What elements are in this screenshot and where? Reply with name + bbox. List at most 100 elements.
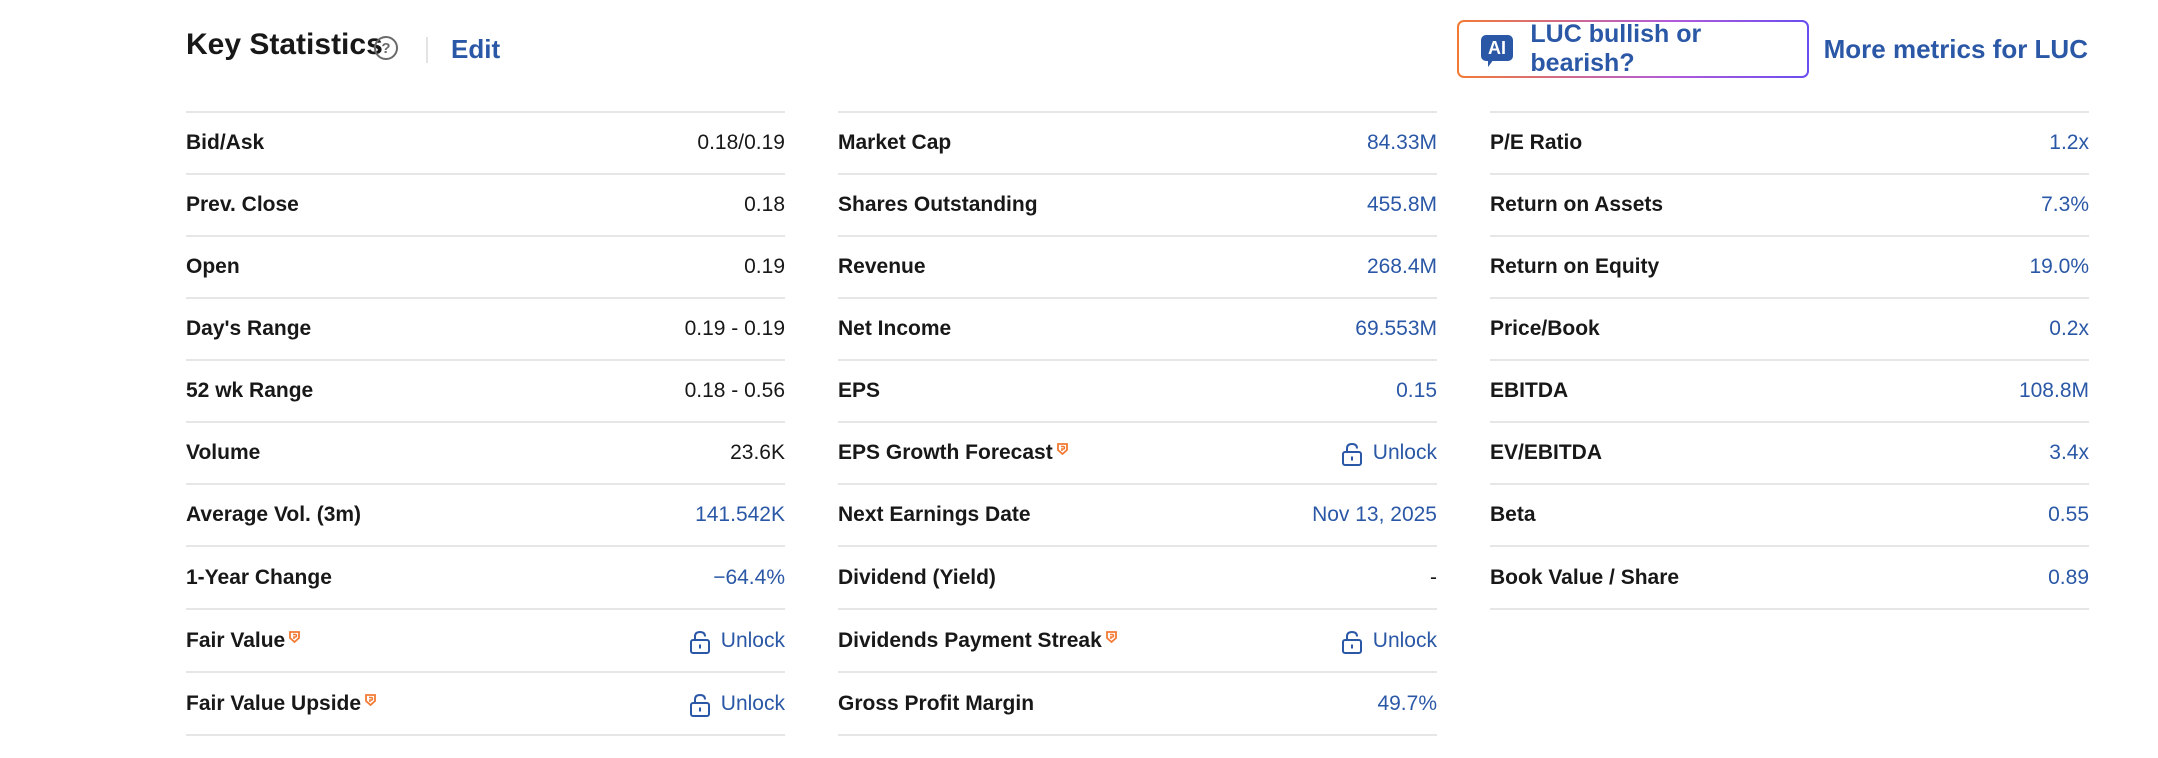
stat-value[interactable]: 19.0% <box>2029 255 2089 279</box>
stat-label: Return on Assets <box>1490 193 1663 217</box>
stat-label-text: EPS <box>838 379 881 402</box>
stat-value-text: 19.0% <box>2029 255 2089 278</box>
stat-row: Fair Value Upside Unlock <box>186 673 785 736</box>
stat-label-text: Gross Profit Margin <box>838 691 1035 715</box>
stat-value[interactable]: 69.553M <box>1355 317 1437 341</box>
stat-label: P/E Ratio <box>1490 131 1582 155</box>
pro-badge-icon <box>289 630 301 643</box>
stat-value[interactable]: 0.15 <box>1396 379 1437 403</box>
ai-chat-icon: AI <box>1481 35 1513 67</box>
more-metrics-link[interactable]: More metrics for LUC <box>1823 34 2088 64</box>
stat-value-text: 84.33M <box>1366 131 1437 154</box>
stat-label-text: EBITDA <box>1490 379 1569 402</box>
stat-value[interactable]: 84.33M <box>1367 131 1437 155</box>
stat-row: Bid/Ask 0.18/0.19 <box>186 113 785 175</box>
stat-label: Fair Value Upside <box>186 692 376 716</box>
stat-row: Day's Range 0.19 - 0.19 <box>186 299 785 361</box>
stat-row: EPS Growth Forecast Unlock <box>838 423 1437 485</box>
stat-value-text: 0.19 <box>744 255 785 278</box>
stat-value-text: 7.3% <box>2041 193 2089 216</box>
stat-value[interactable]: 7.3% <box>2041 193 2089 217</box>
stat-row: Net Income 69.553M <box>838 299 1437 361</box>
stat-value-text: 0.15 <box>1396 379 1437 402</box>
stat-row: Open 0.19 <box>186 237 785 299</box>
stat-label: EPS Growth Forecast <box>838 441 1068 465</box>
stat-value[interactable]: 0.89 <box>2048 566 2089 590</box>
stat-label-text: EPS Growth Forecast <box>838 441 1053 464</box>
stat-row: Price/Book 0.2x <box>1490 299 2089 361</box>
stat-value-text: 0.18 <box>744 193 785 216</box>
pro-badge-icon <box>365 693 376 706</box>
stats-column-1: Bid/Ask 0.18/0.19 Prev. Close 0.18 Open 0.19 D… <box>186 111 785 736</box>
stat-label: Volume <box>186 441 260 465</box>
lock-icon <box>1341 442 1363 466</box>
stat-label-text: Volume <box>186 441 261 464</box>
pro-badge-icon <box>1105 630 1117 643</box>
stat-value-text: 0.89 <box>2048 565 2089 589</box>
stat-label: Day's Range <box>186 317 311 341</box>
stat-label: Bid/Ask <box>186 131 264 155</box>
stat-label: Dividends Payment Streak <box>838 629 1117 653</box>
stat-label-text: Revenue <box>838 255 926 278</box>
stat-label-text: Open <box>186 255 240 278</box>
stat-label-text: P/E Ratio <box>1490 131 1583 154</box>
stat-label-text: Fair Value <box>186 628 286 652</box>
stat-row: EPS 0.15 <box>838 361 1437 423</box>
stat-label: 52 wk Range <box>186 379 313 403</box>
stat-label: Prev. Close <box>186 193 299 217</box>
stat-value[interactable]: 141.542K <box>695 503 785 527</box>
stat-label-text: Day's Range <box>186 317 312 340</box>
unlock-button[interactable]: Unlock <box>689 629 785 654</box>
edit-button[interactable]: Edit <box>451 34 501 64</box>
stat-value-text: 0.18 - 0.56 <box>684 379 785 402</box>
stat-value-text: −64.4% <box>713 565 785 589</box>
stat-value[interactable]: 1.2x <box>2049 131 2089 155</box>
stat-label-text: Fair Value Upside <box>186 691 362 715</box>
stat-value[interactable]: 3.4x <box>2049 441 2089 465</box>
stats-column-2: Market Cap 84.33M Shares Outstanding 455.8M… <box>838 111 1437 736</box>
unlock-button[interactable]: Unlock <box>689 692 785 717</box>
stat-label-text: Shares Outstanding <box>838 193 1038 216</box>
stat-value[interactable]: 0.55 <box>2048 503 2089 527</box>
stat-value: 23.6K <box>730 441 785 465</box>
stat-label-text: Next Earnings Date <box>838 503 1031 526</box>
stat-value[interactable]: 108.8M <box>2019 379 2089 403</box>
stat-value[interactable]: 49.7% <box>1377 692 1437 716</box>
stat-value[interactable]: 455.8M <box>1367 193 1437 217</box>
stat-value-text: 268.4M <box>1366 255 1437 278</box>
stat-label: Dividend (Yield) <box>838 566 996 590</box>
stat-value[interactable]: −64.4% <box>713 566 785 590</box>
stat-value-text: 141.542K <box>695 503 785 526</box>
stat-row: Volume 23.6K <box>186 423 785 485</box>
section-title: Key Statistics <box>186 28 383 61</box>
stat-label-text: EV/EBITDA <box>1490 441 1603 464</box>
stat-label: Next Earnings Date <box>838 503 1031 527</box>
stat-value-text: 0.19 - 0.19 <box>684 317 785 340</box>
stat-label: Return on Equity <box>1490 255 1659 279</box>
stat-row: Prev. Close 0.18 <box>186 175 785 237</box>
stat-label: Gross Profit Margin <box>838 692 1034 716</box>
stat-value-text: 108.8M <box>2018 379 2089 402</box>
stat-value: 0.18 - 0.56 <box>685 379 785 403</box>
stat-row: Beta 0.55 <box>1490 485 2089 547</box>
unlock-button[interactable]: Unlock <box>1341 441 1437 466</box>
stat-label: Revenue <box>838 255 926 279</box>
stat-label-text: 52 wk Range <box>186 379 314 402</box>
stat-label: Net Income <box>838 317 951 341</box>
ai-sentiment-button[interactable]: AI LUC bullish or bearish? <box>1457 20 1809 78</box>
stat-label: Market Cap <box>838 131 951 155</box>
stat-value[interactable]: 0.2x <box>2049 317 2089 341</box>
stat-label: Price/Book <box>1490 317 1600 341</box>
stat-row: 52 wk Range 0.18 - 0.56 <box>186 361 785 423</box>
unlock-button[interactable]: Unlock <box>1341 629 1437 654</box>
stat-row: Average Vol. (3m) 141.542K <box>186 485 785 547</box>
stat-row: Fair Value Unlock <box>186 610 785 673</box>
stat-value[interactable]: Nov 13, 2025 <box>1312 503 1437 527</box>
stat-value[interactable]: 268.4M <box>1367 255 1437 279</box>
pro-badge-icon <box>1056 443 1068 455</box>
help-icon[interactable]: ? <box>374 36 398 60</box>
stat-label: 1-Year Change <box>186 566 332 590</box>
ai-button-label: LUC bullish or bearish? <box>1530 20 1702 77</box>
stat-value-text: 49.7% <box>1377 691 1437 715</box>
stat-row: Book Value / Share 0.89 <box>1490 547 2089 610</box>
